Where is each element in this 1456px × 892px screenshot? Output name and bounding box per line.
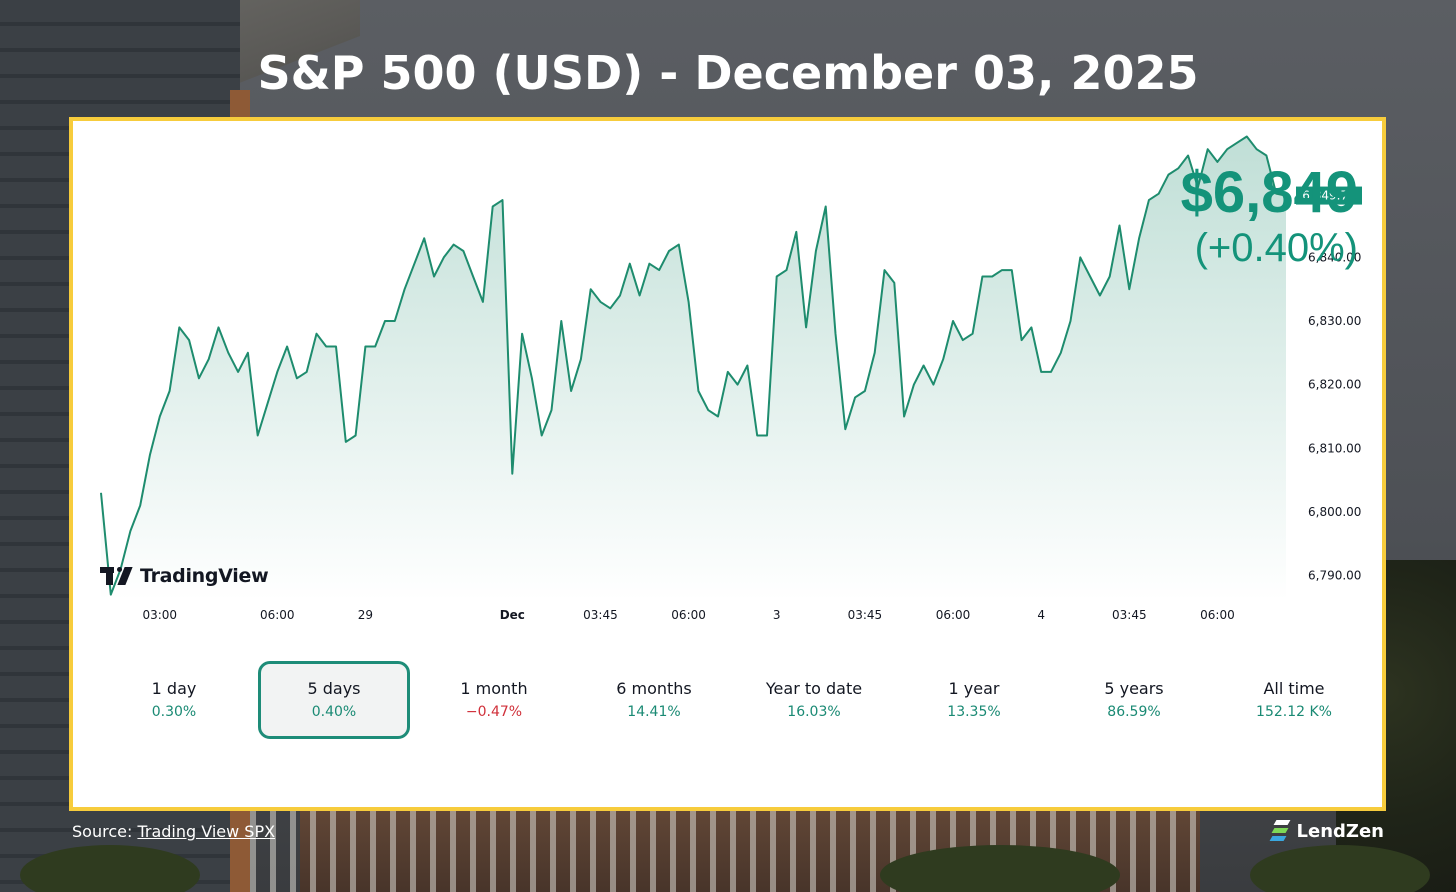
last-price-label: 6,849.71	[1302, 189, 1355, 203]
y-tick-label: 6,840.00	[1308, 250, 1361, 264]
y-tick-label: 6,800.00	[1308, 505, 1361, 519]
period-5-days[interactable]: 5 days 0.40%	[258, 661, 410, 739]
lendzen-wordmark: LendZen	[1296, 820, 1384, 842]
last-price-badge	[1296, 186, 1362, 205]
period-1-day[interactable]: 1 day 0.30%	[98, 661, 250, 739]
period-1-month[interactable]: 1 month −0.47%	[418, 661, 570, 739]
period-change: 16.03%	[787, 704, 841, 720]
x-tick-label: 4	[1037, 608, 1045, 622]
x-tick-label: 06:00	[1200, 608, 1235, 622]
period-6-months[interactable]: 6 months 14.41%	[578, 661, 730, 739]
period-change: 86.59%	[1107, 704, 1161, 720]
price-area	[101, 136, 1286, 601]
period-change: 0.30%	[151, 704, 197, 720]
period-change: 0.40%	[311, 704, 357, 720]
x-tick-label: 03:45	[848, 608, 883, 622]
x-tick-label: 06:00	[260, 608, 295, 622]
y-tick-label: 6,820.00	[1308, 378, 1361, 392]
price-chart[interactable]: 6,790.00 6,800.00 6,810.00 6,820.00 6,830.00…	[73, 121, 1382, 661]
source-note: Source: Trading View SPX	[72, 822, 275, 841]
period-change: −0.47%	[465, 704, 523, 720]
y-tick-label: 6,830.00	[1308, 314, 1361, 328]
source-label: Source:	[72, 822, 133, 841]
period-label: Year to date	[765, 679, 863, 698]
price-block: $6,849 (+0.40%)	[1181, 161, 1358, 271]
x-tick-label: 03:45	[583, 608, 618, 622]
x-tick-label: 03:00	[142, 608, 177, 622]
period-all-time[interactable]: All time 152.12 K%	[1218, 661, 1370, 739]
period-change: 152.12 K%	[1256, 704, 1332, 720]
period-label: 6 months	[616, 679, 692, 698]
x-tick-label: Dec	[500, 608, 525, 622]
period-5-years[interactable]: 5 years 86.59%	[1058, 661, 1210, 739]
y-tick-label: 6,790.00	[1308, 569, 1361, 583]
period-label: 5 years	[1104, 679, 1164, 698]
page-title: S&P 500 (USD) - December 03, 2025	[257, 46, 1199, 100]
period-label: 1 year	[948, 679, 1000, 698]
tradingview-logo: TradingView	[100, 565, 269, 587]
period-label: 5 days	[307, 679, 361, 698]
x-tick-label: 06:00	[671, 608, 706, 622]
lendzen-brand: LendZen	[1269, 820, 1384, 842]
x-tick-label: 03:45	[1112, 608, 1147, 622]
price-line	[100, 135, 1287, 596]
period-label: All time	[1263, 679, 1325, 698]
lendzen-logo-icon	[1269, 820, 1291, 842]
tradingview-wordmark: TradingView	[140, 565, 269, 587]
x-tick-label: 06:00	[936, 608, 971, 622]
period-change: 13.35%	[947, 704, 1001, 720]
period-1-year[interactable]: 1 year 13.35%	[898, 661, 1050, 739]
period-change: 14.41%	[627, 704, 681, 720]
period-year-to-date[interactable]: Year to date 16.03%	[738, 661, 890, 739]
tradingview-icon	[100, 567, 134, 585]
current-price: $6,849	[1180, 160, 1358, 225]
period-label: 1 day	[151, 679, 197, 698]
x-tick-label: 3	[773, 608, 781, 622]
source-link[interactable]: Trading View SPX	[137, 822, 276, 841]
chart-panel: 6,790.00 6,800.00 6,810.00 6,820.00 6,830.00…	[69, 117, 1386, 811]
price-change: (+0.40%)	[1194, 226, 1358, 270]
period-label: 1 month	[460, 679, 528, 698]
period-selector: 1 day 0.30% 5 days 0.40% 1 month −0.47% 6 mont…	[93, 661, 1373, 741]
x-tick-label: 29	[358, 608, 373, 622]
y-tick-label: 6,810.00	[1308, 441, 1361, 455]
